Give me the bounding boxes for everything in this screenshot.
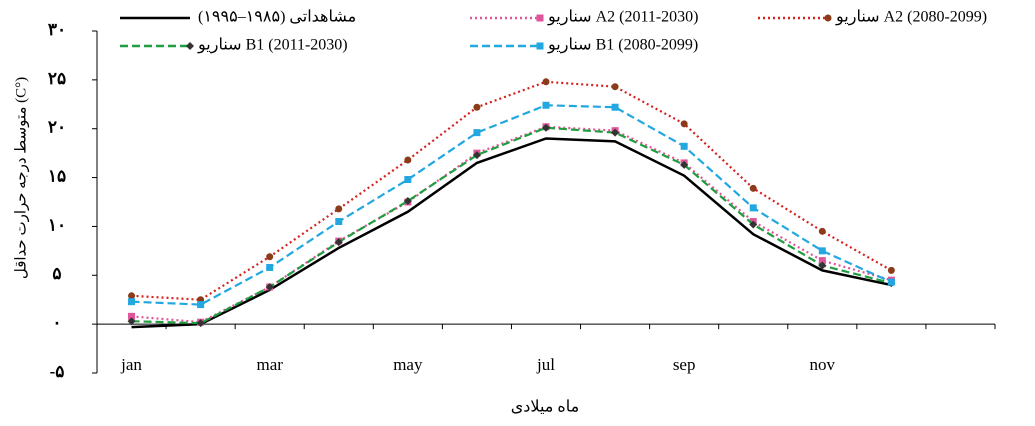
- y-axis-title: متوسط درجه حرارت حداقل (C°): [13, 77, 29, 279]
- point: [265, 283, 274, 292]
- point: [680, 120, 688, 128]
- point: [127, 317, 136, 326]
- point: [472, 151, 481, 160]
- legend-label: مشاهداتی (۱۹۸۵–۱۹۹۵): [198, 9, 356, 26]
- x-axis-title: ماه میلادی: [511, 399, 579, 416]
- point: [196, 319, 205, 328]
- point: [749, 184, 757, 192]
- y-tick-label: -۵: [50, 362, 65, 381]
- point: [824, 14, 832, 22]
- point: [404, 156, 412, 164]
- point: [611, 128, 620, 137]
- point: [335, 218, 343, 226]
- x-tick-label: mar: [256, 355, 283, 374]
- point: [680, 160, 689, 169]
- point: [749, 220, 758, 229]
- point: [611, 83, 619, 91]
- point: [128, 298, 136, 306]
- series-line: [131, 126, 892, 325]
- legend-label: سناریو B1 (2011-2030): [197, 37, 348, 54]
- series-line: [131, 125, 892, 324]
- point: [335, 205, 343, 213]
- point: [611, 103, 619, 111]
- y-tick-label: ۳۰: [48, 20, 66, 39]
- point: [473, 103, 481, 111]
- point: [186, 42, 194, 50]
- point: [128, 312, 136, 320]
- y-tick-label: ۱۰: [48, 215, 66, 234]
- x-tick-label: may: [393, 355, 423, 374]
- point: [749, 204, 757, 212]
- x-tick-label: jul: [536, 355, 555, 374]
- series-line: [131, 104, 892, 306]
- y-tick-label: ۵: [52, 264, 61, 283]
- point: [887, 278, 895, 286]
- point: [818, 247, 826, 255]
- point: [542, 78, 550, 86]
- x-tick-label: sep: [673, 355, 696, 374]
- series-line: [131, 80, 892, 301]
- point: [197, 301, 205, 309]
- legend-label: سناریو A2 (2011-2030): [547, 9, 699, 26]
- point: [818, 227, 826, 235]
- series-line: [131, 137, 892, 329]
- y-tick-label: ۲۵: [48, 69, 66, 88]
- point: [887, 266, 895, 274]
- y-tick-label: ۰: [52, 313, 61, 332]
- point: [818, 261, 827, 270]
- point: [680, 142, 688, 150]
- point: [404, 176, 412, 184]
- point: [542, 101, 550, 109]
- x-tick-label: nov: [810, 355, 836, 374]
- point: [403, 197, 412, 206]
- point: [818, 257, 826, 265]
- point: [266, 263, 274, 271]
- x-tick-label: jan: [120, 355, 142, 374]
- y-tick-label: ۱۵: [48, 166, 66, 185]
- point: [334, 238, 343, 247]
- y-tick-label: ۲۰: [48, 118, 66, 137]
- legend-label: سناریو B1 (2080-2099): [547, 37, 698, 54]
- point: [536, 42, 544, 50]
- point: [542, 123, 550, 132]
- point: [128, 292, 136, 300]
- legend-label: سناریو A2 (2080-2099): [835, 9, 987, 26]
- point: [536, 14, 544, 22]
- point: [473, 129, 481, 137]
- point: [266, 253, 274, 261]
